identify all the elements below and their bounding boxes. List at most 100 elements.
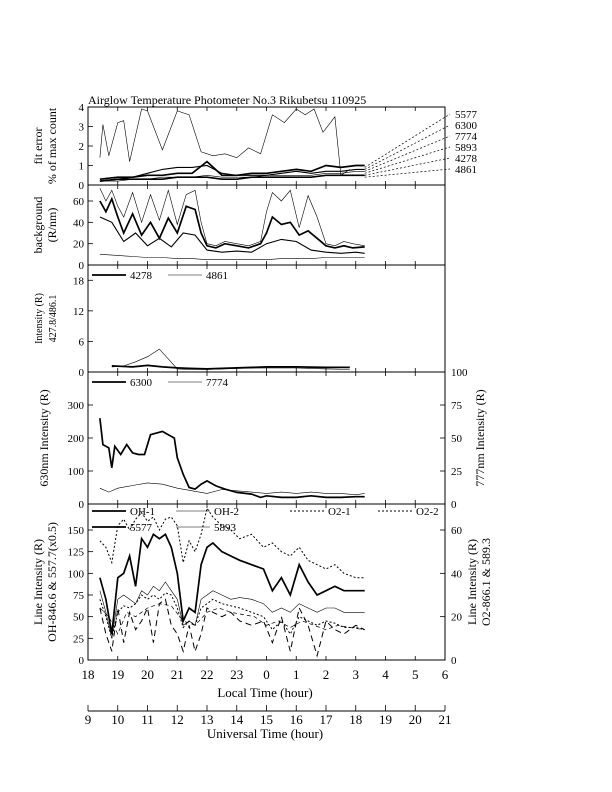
y-tick-label: 3 <box>79 122 85 134</box>
series-line-bg-2 <box>99 196 365 249</box>
x-axis-label-universal: Universal Time (hour) <box>207 726 323 741</box>
y-axis-label-right: 777nm Intensity (R) <box>473 389 487 486</box>
chart-title: Airglow Temperature Photometer No.3 Riku… <box>88 93 366 107</box>
y-axis-label: Intensity (R) <box>34 293 45 344</box>
y-tick-label: 0 <box>79 367 85 379</box>
series-line-bg-3 <box>99 216 365 254</box>
x-tick-label-local: 3 <box>353 667 360 682</box>
y-axis-label: % of max count <box>45 107 59 184</box>
series-line-OH-2 <box>99 581 365 639</box>
y-tick-label: 300 <box>68 400 85 412</box>
x-tick-label-local: 21 <box>171 667 184 682</box>
series-end-label: 4861 <box>455 164 477 176</box>
x-tick-label-universal: 9 <box>85 712 92 727</box>
x-tick-label-universal: 12 <box>171 712 184 727</box>
x-tick-label-local: 4 <box>382 667 389 682</box>
x-tick-label-universal: 20 <box>409 712 422 727</box>
series-line-4278 <box>111 364 350 370</box>
y-tick-label: 12 <box>73 306 84 318</box>
series-line-6300 <box>99 418 365 499</box>
y-tick-label: 0 <box>79 180 85 192</box>
series-line-5577 <box>99 160 365 181</box>
y-tick-label-right: 20 <box>451 612 463 624</box>
legend-label: 5893 <box>214 522 237 534</box>
y-tick-label: 125 <box>68 547 85 559</box>
y-tick-label-right: 50 <box>451 433 463 445</box>
x-tick-label-local: 22 <box>201 667 214 682</box>
y-tick-label: 75 <box>73 590 85 602</box>
y-tick-label-right: 40 <box>451 568 463 580</box>
series-line-5893 <box>99 603 365 635</box>
series-end-label: 4278 <box>455 153 478 165</box>
y-tick-label: 4 <box>79 102 85 114</box>
x-tick-label-local: 1 <box>293 667 300 682</box>
legend-label: 7774 <box>206 377 229 389</box>
series-line-OH-1 <box>99 532 365 635</box>
y-axis-label: fit error <box>31 128 45 165</box>
series-end-label: 5893 <box>455 142 478 154</box>
label-leader <box>364 146 451 174</box>
y-axis-label: 427.8/486.1 <box>48 295 59 343</box>
x-tick-label-universal: 14 <box>230 712 244 727</box>
x-tick-label-local: 20 <box>141 667 154 682</box>
y-tick-label-right: 25 <box>451 466 463 478</box>
legend-label: OH-1 <box>130 506 155 518</box>
panel-fit-error: 0 1 2 3 4 fit error% of max count 557763007774… <box>31 102 478 192</box>
y-tick-label: 25 <box>73 633 85 645</box>
universal-time-axis: 9 10 11 12 13 14 15 16 17 18 19 20 21 <box>85 705 452 727</box>
series-line-6300 <box>99 164 365 182</box>
legend-label: 4278 <box>130 270 153 282</box>
x-tick-label-local: 6 <box>442 667 449 682</box>
y-tick-label: 20 <box>73 239 85 251</box>
label-leader <box>364 113 451 168</box>
x-tick-label-local: 5 <box>412 667 419 682</box>
x-tick-label-local: 0 <box>263 667 270 682</box>
panel-intensity-427-486: 0 6 12 18 Intensity (R) 427.8/486.1 4278 4861 <box>34 264 446 379</box>
y-tick-label: 2 <box>79 141 85 153</box>
series-end-label: 7774 <box>455 131 478 143</box>
y-tick-label-right: 100 <box>451 367 468 379</box>
y-tick-label: 0 <box>79 499 85 511</box>
y-tick-label: 60 <box>73 196 85 208</box>
x-tick-label-universal: 10 <box>111 712 124 727</box>
y-tick-label: 0 <box>79 655 85 667</box>
legend-label: O2-2 <box>416 506 439 518</box>
y-tick-label-right: 0 <box>451 499 457 511</box>
panel-background: 0 20 40 60 background (R/nm) <box>31 184 446 272</box>
y-axis-label: Line Intensity (R) <box>31 539 45 625</box>
y-tick-label: 50 <box>73 612 85 624</box>
label-leader <box>364 124 451 170</box>
panel-frame <box>87 184 446 266</box>
y-tick-label-right: 60 <box>451 525 463 537</box>
y-tick-label-right: 75 <box>451 400 463 412</box>
series-line-O2-1 <box>99 507 365 579</box>
y-tick-label-right: 0 <box>451 655 457 667</box>
series-line-4861 <box>111 348 350 370</box>
series-line-O2-2 <box>99 592 365 639</box>
x-tick-label-universal: 21 <box>439 712 452 727</box>
x-tick-label-local: 23 <box>230 667 243 682</box>
panel-630-777: 0 100 200 300 0 25 50 75 100 630nm Intensity (R) 7… <box>37 367 487 511</box>
label-leader <box>364 135 451 172</box>
y-tick-label: 18 <box>73 275 85 287</box>
legend-label: 5577 <box>130 522 153 534</box>
series-line-bg-1 <box>99 188 365 247</box>
y-tick-label: 200 <box>68 433 85 445</box>
y-axis-label: (R/nm) <box>45 208 59 243</box>
y-axis-label: background <box>31 197 45 254</box>
series-line-thin-high <box>99 108 350 176</box>
y-tick-label: 6 <box>79 336 85 348</box>
y-axis-label-right: O2-866.1 & 589.3 <box>479 538 493 626</box>
x-tick-label-universal: 19 <box>379 712 392 727</box>
y-tick-label: 0 <box>79 260 85 272</box>
legend-label: 6300 <box>130 377 153 389</box>
series-end-label: 6300 <box>455 120 478 132</box>
legend-label: 4861 <box>206 270 228 282</box>
y-tick-label: 100 <box>68 568 85 580</box>
y-axis-label: 630nm Intensity (R) <box>37 389 51 486</box>
x-tick-label-universal: 17 <box>320 712 334 727</box>
legend-label: OH-2 <box>214 506 239 518</box>
y-tick-label: 100 <box>68 466 85 478</box>
series-end-label: 5577 <box>455 109 478 121</box>
